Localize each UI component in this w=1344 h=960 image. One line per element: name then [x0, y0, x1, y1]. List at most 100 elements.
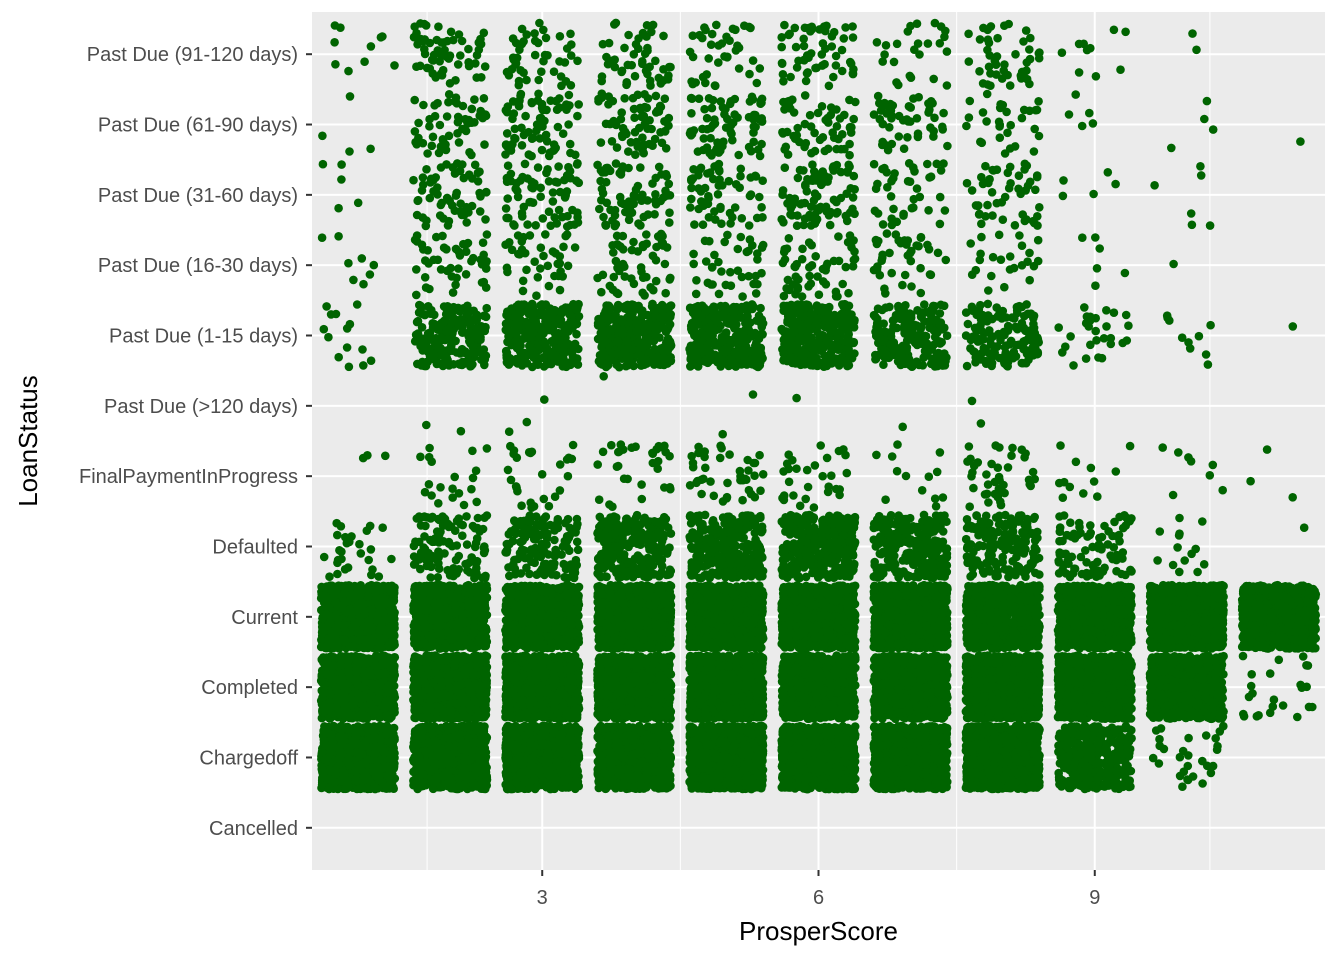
- point: [386, 725, 395, 734]
- point: [744, 751, 753, 760]
- point: [731, 771, 740, 780]
- point: [608, 723, 617, 732]
- point-cluster: [593, 722, 675, 793]
- point: [458, 745, 467, 754]
- point: [729, 747, 738, 756]
- point: [507, 785, 516, 794]
- point: [321, 722, 330, 731]
- point: [509, 764, 518, 773]
- point: [502, 725, 511, 734]
- point: [462, 723, 471, 732]
- point: [556, 749, 565, 758]
- point: [714, 780, 723, 789]
- point: [624, 743, 633, 752]
- point: [604, 733, 613, 742]
- point: [707, 740, 716, 749]
- point: [559, 777, 568, 786]
- point: [646, 763, 655, 772]
- point: [513, 740, 522, 749]
- point: [705, 766, 714, 775]
- point: [465, 774, 474, 783]
- point: [570, 781, 579, 790]
- point: [386, 766, 395, 775]
- point: [345, 761, 354, 770]
- point: [651, 746, 660, 755]
- point: [360, 739, 369, 748]
- point: [476, 757, 485, 766]
- point: [541, 757, 550, 766]
- point: [618, 724, 627, 733]
- point: [418, 728, 427, 737]
- point: [413, 782, 422, 791]
- point: [655, 732, 664, 741]
- point: [322, 775, 331, 784]
- point: [557, 730, 566, 739]
- point: [535, 768, 544, 777]
- point: [429, 785, 438, 794]
- point: [527, 757, 536, 766]
- point: [539, 777, 548, 786]
- point: [715, 768, 724, 777]
- point: [623, 764, 632, 773]
- point: [448, 724, 457, 733]
- point: [379, 756, 388, 765]
- point: [687, 781, 696, 790]
- point: [318, 766, 327, 775]
- point: [388, 779, 397, 788]
- point: [532, 724, 541, 733]
- point: [758, 744, 767, 753]
- point: [360, 758, 369, 767]
- point: [635, 748, 644, 757]
- point: [727, 783, 736, 792]
- point: [690, 744, 699, 753]
- point: [595, 742, 604, 751]
- point: [448, 782, 457, 791]
- point: [327, 730, 336, 739]
- point: [437, 760, 446, 769]
- point: [553, 758, 562, 767]
- point: [745, 784, 754, 793]
- point: [541, 723, 550, 732]
- point: [552, 723, 561, 732]
- point: [612, 737, 621, 746]
- point: [602, 770, 611, 779]
- point: [336, 754, 345, 763]
- point: [447, 755, 456, 764]
- point: [687, 729, 696, 738]
- point-cluster: [409, 722, 491, 794]
- point: [339, 736, 348, 745]
- point: [378, 743, 387, 752]
- point: [372, 772, 381, 781]
- point: [427, 751, 436, 760]
- point: [643, 774, 652, 783]
- point: [743, 742, 752, 751]
- point-cluster: [777, 722, 859, 793]
- point-cluster: [317, 722, 399, 794]
- point: [545, 767, 554, 776]
- point: [344, 782, 353, 791]
- point: [521, 732, 530, 741]
- point: [629, 736, 638, 745]
- point: [363, 784, 372, 793]
- point: [438, 772, 447, 781]
- point: [541, 731, 550, 740]
- point: [712, 754, 721, 763]
- point: [358, 750, 367, 759]
- point: [660, 773, 669, 782]
- point: [371, 750, 380, 759]
- point: [634, 763, 643, 772]
- point: [520, 775, 529, 784]
- point: [329, 722, 338, 731]
- point: [639, 735, 648, 744]
- point-cluster: [501, 722, 583, 794]
- point: [546, 782, 555, 791]
- point: [340, 773, 349, 782]
- point: [481, 744, 490, 753]
- point: [352, 766, 361, 775]
- point: [515, 783, 524, 792]
- point: [710, 732, 719, 741]
- point: [746, 728, 755, 737]
- point: [434, 743, 443, 752]
- point: [651, 782, 660, 791]
- point: [445, 742, 454, 751]
